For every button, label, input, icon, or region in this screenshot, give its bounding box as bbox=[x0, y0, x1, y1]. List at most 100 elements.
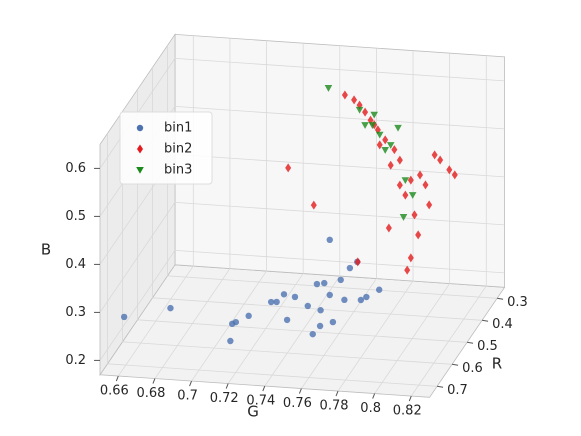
point bbox=[361, 122, 369, 129]
tick-mark bbox=[262, 385, 266, 392]
tick-mark bbox=[496, 297, 504, 300]
z-tick-label: 0.2 bbox=[65, 353, 86, 368]
point bbox=[120, 313, 128, 321]
point bbox=[391, 145, 398, 155]
tick-mark bbox=[335, 390, 339, 397]
point bbox=[362, 107, 369, 117]
x-tick-label: 0.7 bbox=[177, 389, 198, 404]
grid-line bbox=[99, 250, 176, 361]
point bbox=[351, 95, 358, 105]
grid-line bbox=[174, 58, 505, 82]
point bbox=[341, 90, 348, 100]
point bbox=[341, 296, 348, 304]
point bbox=[415, 230, 422, 240]
point bbox=[385, 223, 392, 233]
point bbox=[437, 155, 444, 165]
tick-mark bbox=[152, 378, 156, 384]
point bbox=[273, 298, 280, 306]
tick-mark bbox=[298, 388, 302, 394]
y-tick-label: 0.5 bbox=[477, 339, 498, 354]
grid-line bbox=[174, 250, 505, 274]
axes-panels bbox=[99, 33, 506, 398]
tick-mark bbox=[451, 363, 459, 366]
legend: bin1 bin2 bin3 bbox=[119, 111, 213, 185]
point bbox=[375, 131, 384, 139]
grid-line bbox=[137, 319, 468, 343]
point bbox=[446, 165, 453, 175]
legend-label: bin1 bbox=[164, 121, 192, 136]
z-tick-label: 0.5 bbox=[65, 209, 86, 224]
y-tick-label: 0.7 bbox=[447, 383, 468, 398]
x-tick-label: 0.72 bbox=[210, 391, 239, 406]
grid-line bbox=[167, 275, 498, 299]
z-tick-label: 0.6 bbox=[65, 161, 86, 176]
point bbox=[407, 253, 414, 263]
z-axis-label: B bbox=[41, 241, 51, 259]
point bbox=[370, 111, 379, 119]
point bbox=[357, 296, 365, 304]
point bbox=[354, 257, 361, 267]
grid-line bbox=[99, 202, 176, 313]
x-tick-label: 0.78 bbox=[320, 399, 349, 414]
grid-line bbox=[174, 106, 505, 130]
point bbox=[451, 170, 458, 180]
tick-mark bbox=[408, 395, 412, 402]
point bbox=[401, 177, 410, 184]
point bbox=[387, 160, 394, 170]
legend-box bbox=[119, 111, 213, 185]
legend-marker bbox=[137, 144, 143, 154]
legend-marker bbox=[136, 124, 144, 132]
point bbox=[326, 236, 333, 244]
point bbox=[426, 200, 433, 210]
legend-label: bin3 bbox=[164, 163, 192, 178]
point bbox=[283, 316, 291, 324]
point bbox=[346, 264, 354, 272]
grid-line bbox=[122, 341, 453, 365]
point bbox=[404, 265, 411, 275]
x-tick-label: 0.82 bbox=[393, 404, 422, 419]
point bbox=[321, 279, 328, 287]
tick-mark bbox=[189, 380, 193, 387]
point bbox=[396, 180, 403, 190]
x-tick-label: 0.74 bbox=[246, 394, 275, 409]
point bbox=[363, 293, 370, 301]
point bbox=[407, 175, 414, 185]
point bbox=[324, 85, 333, 92]
x-tick-label: 0.76 bbox=[283, 396, 312, 411]
tick-mark bbox=[466, 341, 474, 344]
points bbox=[120, 85, 458, 345]
x-axis-label: G bbox=[247, 403, 259, 421]
point bbox=[167, 304, 174, 312]
point bbox=[280, 291, 288, 298]
point bbox=[399, 214, 408, 221]
point bbox=[329, 318, 337, 326]
point bbox=[232, 318, 240, 326]
point bbox=[291, 293, 299, 301]
point bbox=[431, 150, 438, 160]
tick-mark bbox=[115, 375, 119, 382]
y-tick-label: 0.4 bbox=[492, 317, 513, 332]
y-tick-label: 0.6 bbox=[462, 361, 483, 376]
point bbox=[411, 210, 418, 220]
z-tick-label: 0.3 bbox=[65, 305, 86, 320]
point bbox=[285, 163, 292, 173]
point bbox=[304, 302, 311, 310]
x-tick-label: 0.68 bbox=[136, 386, 165, 401]
point bbox=[381, 147, 390, 154]
y-tick-label: 0.3 bbox=[507, 295, 528, 310]
x-tick-label: 0.66 bbox=[100, 384, 129, 399]
point bbox=[368, 122, 377, 129]
legend-label: bin2 bbox=[164, 142, 192, 157]
grid-line bbox=[107, 363, 438, 387]
point bbox=[317, 307, 324, 314]
point bbox=[227, 337, 234, 345]
point bbox=[394, 124, 402, 132]
labels: 0.66 0.68 0.7 0.72 0.74 0.76 0.78 0.8 0.82 0.3 0.4… bbox=[65, 161, 527, 419]
point bbox=[375, 286, 383, 293]
y-axis-label: R bbox=[492, 355, 502, 373]
tick-mark bbox=[225, 383, 229, 389]
point bbox=[355, 106, 364, 114]
point bbox=[386, 142, 395, 149]
grid bbox=[99, 35, 505, 397]
